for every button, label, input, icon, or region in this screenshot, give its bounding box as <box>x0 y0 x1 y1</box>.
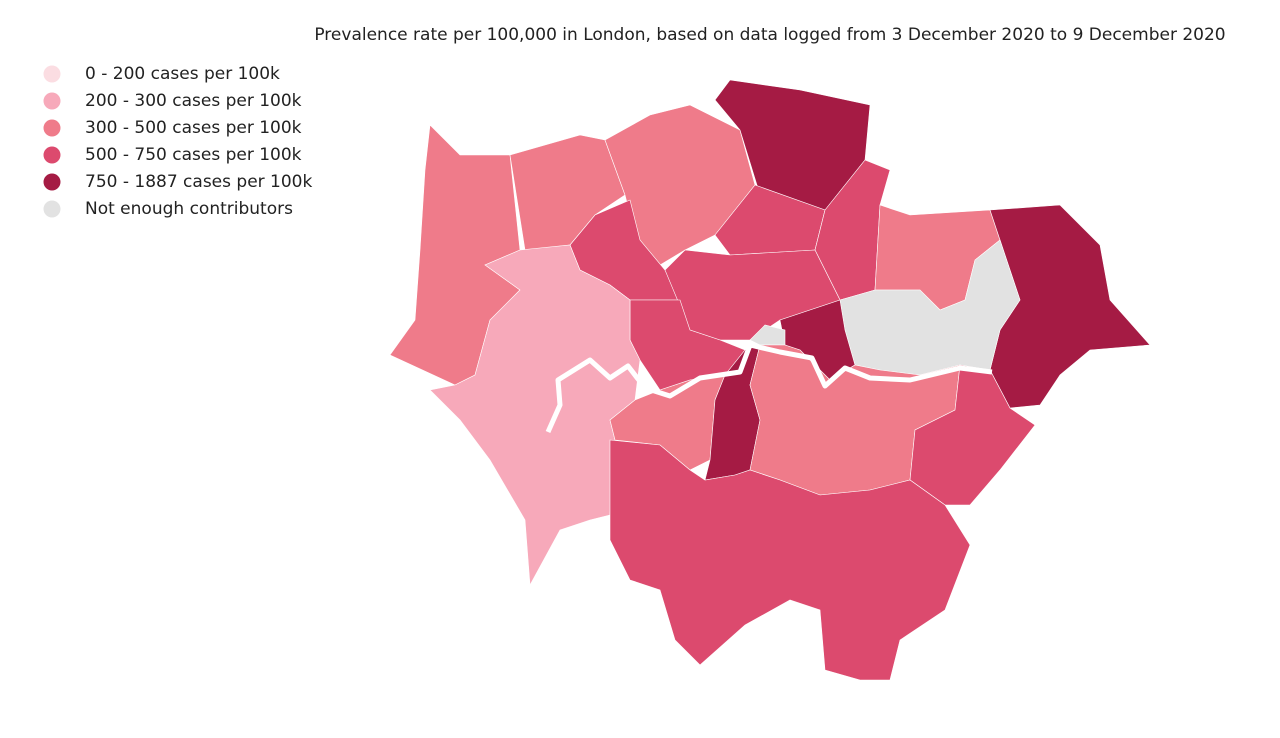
legend-swatch <box>43 119 61 137</box>
london-map <box>389 79 1151 681</box>
legend-swatch <box>43 173 61 191</box>
legend-label: 500 - 750 cases per 100k <box>85 145 302 165</box>
legend-label: Not enough contributors <box>85 199 293 219</box>
legend-label: 750 - 1887 cases per 100k <box>85 172 312 192</box>
legend-label: 200 - 300 cases per 100k <box>85 91 302 111</box>
legend-swatch <box>43 92 61 110</box>
legend: 0 - 200 cases per 100k 200 - 300 cases pe… <box>43 64 312 219</box>
river-thames <box>545 342 993 434</box>
borough <box>609 439 971 681</box>
legend-swatch <box>43 200 61 218</box>
borough <box>749 324 786 346</box>
borough <box>909 364 1036 506</box>
legend-label: 0 - 200 cases per 100k <box>85 64 280 84</box>
legend-swatch <box>43 146 61 164</box>
borough <box>429 244 641 587</box>
legend-swatch <box>43 65 61 83</box>
map-title: Prevalence rate per 100,000 in London, b… <box>314 25 1225 45</box>
legend-label: 300 - 500 cases per 100k <box>85 118 302 138</box>
